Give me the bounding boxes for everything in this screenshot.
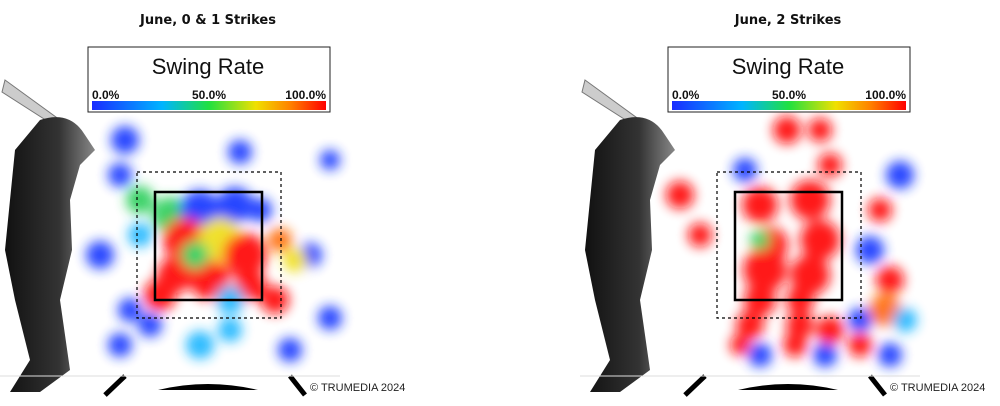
heat-spot bbox=[268, 228, 292, 252]
heat-spot bbox=[878, 343, 902, 367]
heat-spot bbox=[320, 150, 340, 170]
legend-tick: 100.0% bbox=[865, 88, 906, 102]
heat-spot bbox=[223, 233, 267, 277]
home-plate bbox=[158, 384, 258, 390]
heat-spot bbox=[108, 333, 132, 357]
heat-spot bbox=[736, 311, 764, 339]
legend-tick: 0.0% bbox=[672, 88, 700, 102]
panel-title: June, 0 & 1 Strikes bbox=[139, 13, 276, 28]
heat-spot bbox=[278, 338, 302, 362]
heat-spot bbox=[748, 343, 772, 367]
heatmap bbox=[86, 126, 342, 362]
credit: © TRUMEDIA 2024 bbox=[890, 382, 985, 394]
heat-spot bbox=[856, 236, 884, 264]
legend-title: Swing Rate bbox=[152, 54, 265, 79]
heat-spot bbox=[848, 333, 872, 357]
heat-spot bbox=[876, 266, 904, 294]
color-bar bbox=[92, 101, 326, 110]
heat-spot bbox=[886, 161, 914, 189]
heat-spot bbox=[808, 118, 832, 142]
home-plate bbox=[738, 384, 838, 390]
legend-tick: 100.0% bbox=[285, 88, 326, 102]
heat-spot bbox=[186, 331, 214, 359]
heat-spot bbox=[783, 333, 807, 357]
heat-spot bbox=[800, 220, 840, 260]
batter-box bbox=[288, 374, 307, 397]
legend-title: Swing Rate bbox=[732, 54, 845, 79]
heat-spot bbox=[218, 318, 242, 342]
color-bar bbox=[672, 101, 906, 110]
heat-spot bbox=[261, 286, 289, 314]
heat-spot bbox=[790, 180, 830, 220]
panel-title: June, 2 Strikes bbox=[734, 13, 842, 28]
panel: June, 0 & 1 Strikes © TRUMEDIA 2024 Swing … bbox=[0, 13, 405, 397]
heat-spot bbox=[144, 279, 176, 311]
heat-spot bbox=[848, 308, 872, 332]
heat-spot bbox=[813, 343, 837, 367]
strike-zone bbox=[153, 190, 264, 302]
legend-tick: 50.0% bbox=[772, 88, 806, 102]
batter-box bbox=[868, 374, 887, 397]
heat-spot bbox=[126, 186, 154, 214]
heat-spot bbox=[108, 163, 132, 187]
batter bbox=[5, 117, 95, 393]
strike-zone bbox=[733, 190, 844, 302]
heat-spot bbox=[750, 230, 770, 250]
heat-spot bbox=[818, 153, 842, 177]
shadow-zone bbox=[716, 171, 862, 319]
panel: June, 2 Strikes © TRUMEDIA 2024 Swing Rate… bbox=[580, 13, 985, 397]
legend-tick: 50.0% bbox=[192, 88, 226, 102]
heat-spot bbox=[730, 335, 750, 355]
heat-spot bbox=[248, 198, 272, 222]
heat-spot bbox=[733, 158, 757, 182]
heat-spot bbox=[86, 241, 114, 269]
heat-spot bbox=[742, 187, 778, 223]
heat-spot bbox=[893, 308, 917, 332]
heat-spot bbox=[283, 248, 307, 272]
heat-spot bbox=[790, 255, 830, 295]
credit: © TRUMEDIA 2024 bbox=[310, 382, 405, 394]
heat-spot bbox=[688, 223, 712, 247]
batter bbox=[585, 117, 675, 393]
heat-spot bbox=[743, 248, 787, 292]
heat-spot bbox=[118, 298, 142, 322]
heat-spot bbox=[190, 260, 230, 300]
legend-tick: 0.0% bbox=[92, 88, 120, 102]
heat-spot bbox=[128, 223, 152, 247]
heat-spot bbox=[869, 294, 901, 326]
heat-spot bbox=[318, 306, 342, 330]
batter-box bbox=[103, 374, 127, 397]
heat-spot bbox=[868, 198, 892, 222]
heat-spot bbox=[228, 140, 252, 164]
heat-spot bbox=[181, 241, 209, 269]
batter-box bbox=[683, 374, 707, 397]
heat-spot bbox=[111, 126, 139, 154]
heat-spot bbox=[217, 187, 253, 223]
heat-spot bbox=[138, 313, 162, 337]
heat-spot bbox=[773, 116, 801, 144]
heatmap bbox=[666, 116, 917, 367]
heat-spot bbox=[666, 181, 694, 209]
heat-spot bbox=[816, 316, 844, 344]
shadow-zone bbox=[136, 171, 282, 319]
